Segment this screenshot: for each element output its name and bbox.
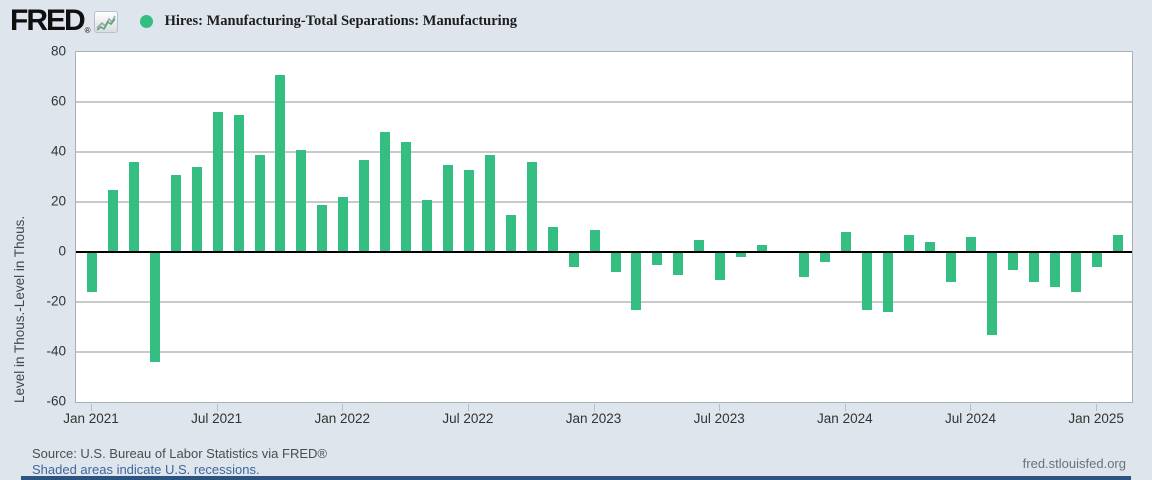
x-tick-mark-Jan-2024 (844, 404, 846, 411)
bar-2022-02[interactable] (359, 159, 370, 252)
y-tick-label-40: 40 (50, 143, 66, 159)
fred-logo-text: FRED (10, 3, 86, 37)
x-tick-mark-Jan-2025 (1096, 404, 1098, 411)
bar-2024-05[interactable] (924, 242, 935, 252)
zero-axis-line (76, 250, 1132, 254)
gridline--20 (76, 301, 1132, 303)
x-tick-label-Jan-2022: Jan 2022 (314, 411, 371, 426)
bar-2023-12[interactable] (819, 252, 830, 262)
gridline--40 (76, 351, 1132, 353)
x-tick-label-Jan-2023: Jan 2023 (565, 411, 622, 426)
registered-mark: ® (84, 25, 91, 35)
bar-2023-05[interactable] (673, 252, 684, 275)
bar-2022-04[interactable] (401, 142, 412, 252)
bar-2022-05[interactable] (422, 199, 433, 252)
x-tick-label-Jul-2024: Jul 2024 (944, 411, 996, 426)
bar-2021-09[interactable] (254, 154, 265, 252)
bar-2024-12[interactable] (1071, 252, 1082, 292)
bar-2025-02[interactable] (1113, 234, 1124, 252)
bar-2021-06[interactable] (191, 167, 202, 252)
bar-2023-07[interactable] (715, 252, 726, 280)
chart-header: FRED ® Hires: Manufacturing-Total Separa… (10, 5, 517, 37)
y-tick-label--20: -20 (46, 293, 66, 309)
bar-2022-08[interactable] (484, 154, 495, 252)
x-tick-mark-Jul-2021 (216, 404, 218, 411)
bar-2021-01[interactable] (87, 252, 97, 292)
y-tick-label-20: 20 (50, 193, 66, 209)
bar-2024-10[interactable] (1029, 252, 1040, 282)
bar-2025-01[interactable] (1092, 252, 1103, 267)
bar-2023-02[interactable] (610, 252, 621, 272)
bar-2024-08[interactable] (987, 252, 998, 335)
bar-2022-10[interactable] (526, 162, 537, 252)
y-tick-label-80: 80 (50, 43, 66, 59)
y-tick-label-0: 0 (58, 243, 66, 259)
bar-2024-01[interactable] (840, 232, 851, 252)
bar-2024-07[interactable] (966, 237, 977, 252)
x-tick-mark-Jan-2022 (342, 404, 344, 411)
bar-2024-02[interactable] (861, 252, 872, 310)
bar-2023-04[interactable] (652, 252, 663, 265)
y-tick-label--60: -60 (46, 393, 66, 409)
fred-logo[interactable]: FRED ® (10, 3, 118, 37)
series-title: Hires: Manufacturing-Total Separations: … (164, 12, 518, 29)
gridline-40 (76, 151, 1132, 153)
y-tick-label--40: -40 (46, 343, 66, 359)
y-axis-ticks: 80 60 40 20 0 -20 -40 -60 (0, 44, 66, 409)
x-tick-mark-Jul-2022 (467, 404, 469, 411)
x-tick-label-Jan-2024: Jan 2024 (817, 411, 873, 426)
y-tick-label-60: 60 (50, 93, 66, 109)
x-tick-label-Jul-2021: Jul 2021 (191, 411, 243, 426)
bar-2022-06[interactable] (442, 164, 453, 252)
gridline-60 (76, 101, 1132, 103)
bar-2021-04[interactable] (149, 252, 160, 362)
x-tick-label-Jul-2023: Jul 2023 (693, 411, 745, 426)
series-legend-dot (139, 14, 153, 28)
bar-2024-09[interactable] (1008, 252, 1019, 270)
x-tick-label-Jan-2025: Jan 2025 (1068, 411, 1124, 426)
fred-logo-chart-icon (93, 10, 118, 33)
bar-2021-07[interactable] (212, 112, 223, 252)
gridline-20 (76, 201, 1132, 203)
bar-2023-06[interactable] (694, 239, 705, 252)
bar-2023-08[interactable] (736, 252, 747, 257)
plot-area[interactable] (75, 51, 1133, 403)
bar-2022-07[interactable] (463, 169, 474, 252)
bar-2024-03[interactable] (882, 252, 893, 312)
x-tick-label-Jan-2021: Jan 2021 (63, 411, 119, 426)
bar-2023-09[interactable] (757, 244, 768, 252)
recession-note-link[interactable]: Shaded areas indicate U.S. recessions. (32, 462, 260, 477)
bar-2023-01[interactable] (589, 229, 600, 252)
source-text: Source: U.S. Bureau of Labor Statistics … (32, 446, 327, 461)
bottom-accent-bar (21, 476, 1131, 480)
x-tick-label-Jul-2022: Jul 2022 (442, 411, 494, 426)
bar-2021-12[interactable] (317, 204, 328, 252)
x-tick-mark-Jan-2021 (91, 404, 92, 411)
bar-2023-03[interactable] (631, 252, 642, 310)
bar-2023-11[interactable] (798, 252, 809, 277)
bar-2024-06[interactable] (945, 252, 956, 282)
bar-2021-02[interactable] (107, 189, 118, 252)
x-tick-mark-Jan-2023 (593, 404, 595, 411)
x-tick-mark-Jul-2024 (970, 404, 972, 411)
bar-2021-10[interactable] (275, 74, 286, 252)
bar-2022-03[interactable] (380, 132, 391, 252)
bar-2024-11[interactable] (1050, 252, 1061, 287)
bar-2021-11[interactable] (296, 149, 307, 252)
bar-2021-08[interactable] (233, 114, 244, 252)
bar-2024-04[interactable] (903, 234, 914, 252)
bar-2021-05[interactable] (170, 174, 181, 252)
site-url: fred.stlouisfed.org (1022, 456, 1126, 471)
x-tick-mark-Jul-2023 (719, 404, 721, 411)
bar-2022-01[interactable] (338, 197, 349, 252)
bar-2022-11[interactable] (547, 227, 558, 252)
x-axis-ticks: Jan 2021 Jul 2021 Jan 2022 Jul 2022 Jan 2023… (63, 403, 1133, 435)
bar-2022-12[interactable] (568, 252, 579, 267)
bar-2021-03[interactable] (128, 162, 139, 252)
bar-2022-09[interactable] (505, 214, 516, 252)
